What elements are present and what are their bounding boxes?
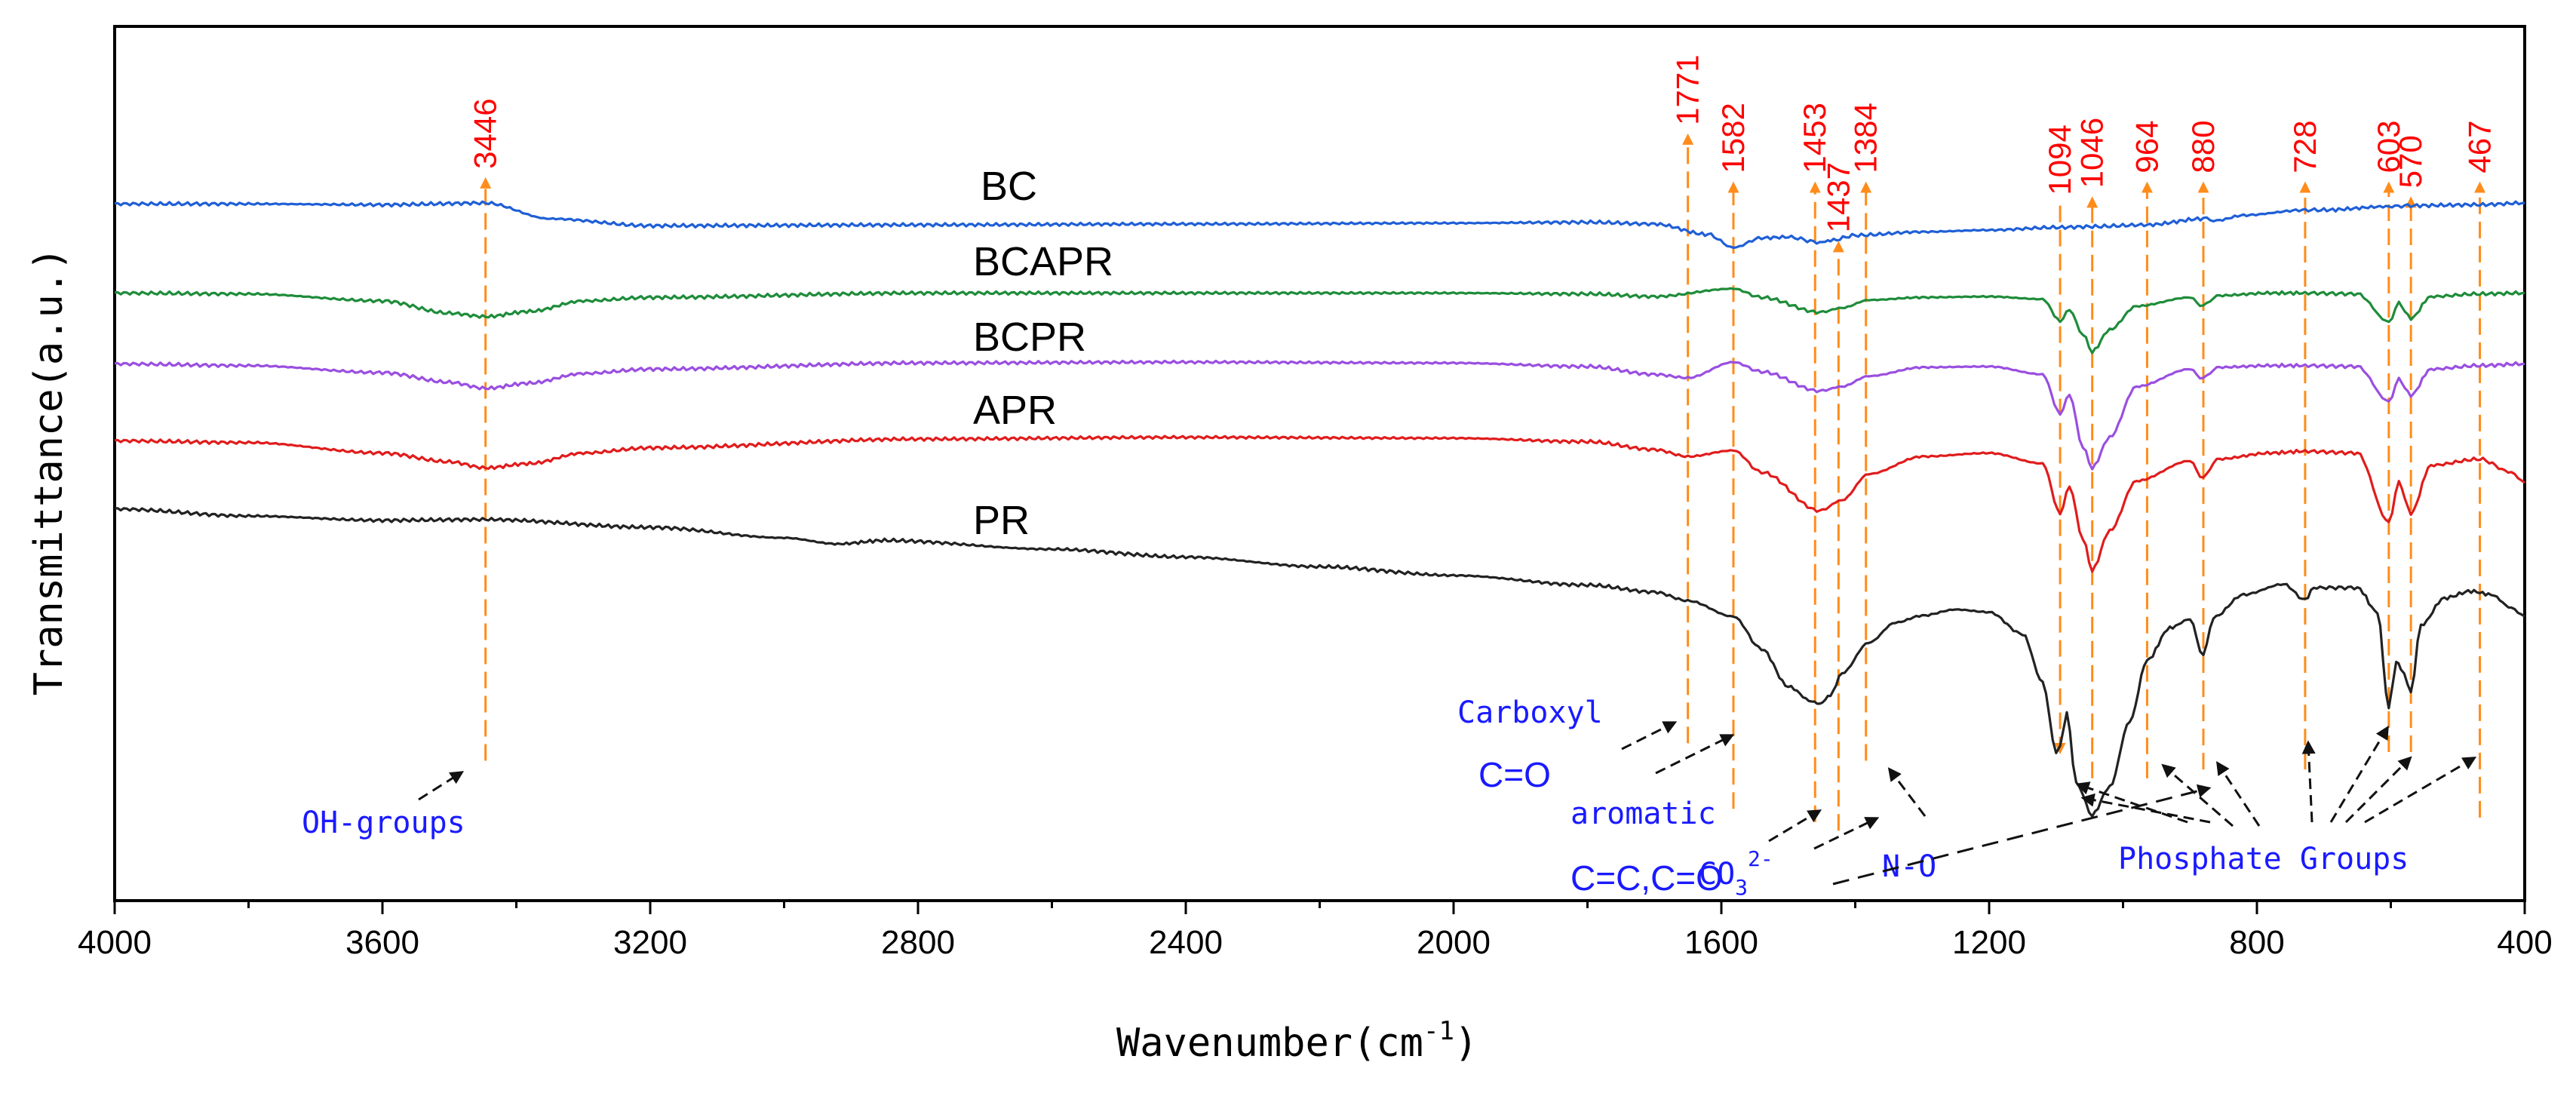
arrow-co [1655, 734, 1735, 775]
peak-label-964: 964 [2129, 121, 2164, 173]
series-label-apr: APR [973, 388, 1057, 433]
arrow-n-o [1887, 767, 1927, 817]
co3-subscript: 3 [1735, 875, 1748, 900]
spectra [114, 200, 2525, 818]
peak-label-1046: 1046 [2074, 118, 2110, 188]
x-axis-tick-labels: 4000 3600 3200 2800 2400 2000 1600 1200 800 400 [78, 924, 2553, 961]
annotation-cc-co: C=C,C=O [1570, 858, 1723, 898]
x-tick-label-4000: 4000 [78, 924, 152, 961]
co3-superscript: 2- [1748, 846, 1773, 871]
x-axis-ticks [113, 901, 2526, 914]
phosphate-arrow-570 [2344, 756, 2412, 824]
series-label-bcpr: BCPR [973, 315, 1086, 360]
peak-guide-lines [480, 133, 2486, 831]
annotation-n-o: N-O [1882, 849, 1936, 884]
phosphate-arrow-964 [2161, 763, 2234, 827]
x-tick-label-1200: 1200 [1952, 924, 2026, 961]
series-line-bcpr [114, 359, 2525, 471]
phosphate-arrow-1046 [2075, 781, 2188, 824]
peak-label-1437: 1437 [1820, 162, 1856, 232]
annotation-co: C=O [1478, 755, 1551, 794]
arrow-phosphate-long [1832, 784, 2212, 886]
peak-label-1094: 1094 [2042, 124, 2077, 195]
series-line-apr [114, 434, 2525, 573]
phosphate-arrow-880 [2216, 760, 2261, 827]
annotation-co3: CO32- [1699, 846, 1773, 900]
arrow-oh-groups [418, 771, 465, 801]
annotation-carboxyl: Carboxyl [1457, 695, 1603, 730]
series-line-bcapr [114, 287, 2525, 355]
peak-label-1453: 1453 [1797, 103, 1832, 173]
x-tick-label-2400: 2400 [1149, 924, 1223, 961]
peak-label-1384: 1384 [1848, 103, 1884, 173]
annotation-oh-groups: OH-groups [302, 806, 465, 840]
peak-label-1771: 1771 [1670, 54, 1706, 124]
x-axis-title: Wavenumber(cm-1) [1116, 1016, 1478, 1066]
x-tick-label-3600: 3600 [345, 924, 419, 961]
arrow-carboxyl [1621, 721, 1678, 751]
series-label-pr: PR [973, 498, 1030, 543]
phosphate-arrow-603 [2329, 725, 2389, 823]
series-label-bcapr: BCAPR [973, 239, 1113, 284]
series-label-bc: BC [981, 164, 1037, 209]
peak-label-728: 728 [2287, 121, 2323, 173]
x-axis-title-close: ) [1454, 1021, 1478, 1066]
phosphate-arrow-728 [2301, 740, 2316, 823]
arrow-aromatic [1768, 809, 1822, 843]
x-tick-label-800: 800 [2229, 924, 2284, 961]
peak-label-880: 880 [2185, 121, 2221, 173]
peak-label-1582: 1582 [1715, 103, 1751, 173]
x-axis-title-superscript: -1 [1423, 1016, 1454, 1046]
annotation-aromatic: aromatic [1570, 797, 1716, 831]
x-tick-label-400: 400 [2497, 924, 2552, 961]
series-line-pr [114, 507, 2525, 818]
phosphate-arrows [2075, 725, 2477, 827]
y-axis-title: Transmittance(a.u.) [26, 247, 72, 696]
x-tick-label-1600: 1600 [1684, 924, 1758, 961]
peak-label-570: 570 [2393, 135, 2428, 188]
series-line-bc [114, 200, 2525, 250]
x-tick-label-2800: 2800 [881, 924, 955, 961]
arrow-cc [1813, 817, 1880, 850]
phosphate-arrow-1094 [2080, 793, 2211, 824]
annotation-phosphate-groups: Phosphate Groups [2118, 842, 2409, 876]
x-tick-label-2000: 2000 [1417, 924, 1491, 961]
peak-label-467: 467 [2462, 121, 2498, 173]
peak-label-603: 603 [2371, 121, 2406, 173]
x-axis-title-text: Wavenumber(cm [1116, 1021, 1423, 1066]
phosphate-arrow-467 [2364, 757, 2477, 824]
x-tick-label-3200: 3200 [613, 924, 687, 961]
peak-label-3446: 3446 [468, 98, 503, 168]
co3-base: CO [1699, 857, 1735, 892]
